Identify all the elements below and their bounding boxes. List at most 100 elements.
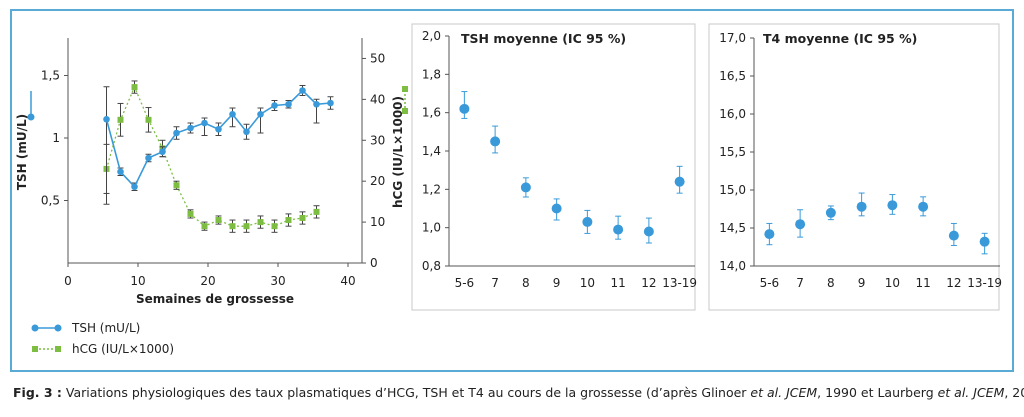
legend-item-tsh: TSH (mU/L)	[31, 321, 140, 335]
c3-point	[825, 207, 836, 218]
c1-xlabel: Semaines de grossesse	[136, 292, 294, 306]
c2-x-tick-label: 11	[610, 276, 625, 290]
chart-tsh-hcg-weeks: 0 10 20 30 40 0,5 1 1,5 0 10 20 30 40 50 Semaines de …	[15, 38, 408, 356]
c3-point	[948, 230, 959, 241]
tsh-point	[173, 129, 180, 137]
c1-yleft-tick-label: 1,5	[41, 69, 60, 83]
c3-point	[979, 236, 990, 247]
legend-label-hcg: hCG (IU/L×1000)	[72, 342, 174, 356]
c1-ylabel-right: hCG (IU/L×1000)	[391, 96, 405, 208]
tsh-point	[313, 100, 320, 108]
c2-point	[613, 224, 624, 235]
hcg-point	[215, 217, 222, 224]
c3-point	[764, 229, 775, 240]
c2-x-tick-label: 13-19	[662, 276, 697, 290]
c1-yright-tick-label: 50	[370, 51, 385, 65]
tsh-point	[215, 125, 222, 133]
hcg-point	[313, 208, 320, 215]
c1-yright-tick-label: 0	[370, 256, 378, 270]
c2-point	[459, 103, 470, 114]
c2-point	[490, 136, 501, 147]
c3-y-tick-label: 17,0	[719, 31, 746, 45]
c2-y-tick-label: 0,8	[422, 259, 441, 273]
hcg-point	[229, 223, 236, 230]
c1-yright-tick-label: 10	[370, 215, 385, 229]
c3-y-tick-label: 15,5	[719, 145, 746, 159]
c2-x-tick-label: 7	[491, 276, 499, 290]
tsh-point	[159, 148, 166, 156]
c3-title: T4 moyenne (IC 95 %)	[763, 31, 917, 46]
c2-point	[551, 203, 562, 214]
c2-y-tick-label: 1,2	[422, 182, 441, 196]
c2-x-tick-label: 9	[553, 276, 561, 290]
tsh-series-line	[105, 89, 331, 189]
c2-plot-border	[411, 23, 696, 311]
c1-ylabel-left: TSH (mU/L)	[15, 114, 29, 190]
tsh-point	[103, 115, 110, 123]
c2-point	[582, 216, 593, 227]
tsh-point	[299, 87, 306, 94]
caption-text-2: , 1990 et Laurberg	[817, 385, 938, 400]
tsh-point	[117, 168, 124, 176]
c2-x-tick-label: 12	[641, 276, 656, 290]
c2-point	[674, 176, 685, 187]
tsh-point	[145, 154, 152, 162]
tsh-point	[243, 128, 250, 136]
hcg-point	[299, 215, 306, 221]
hcg-point	[285, 217, 292, 224]
c3-x-tick-label: 7	[796, 276, 804, 290]
figure-caption: Fig. 3 : Variations physiologiques des t…	[13, 385, 1024, 400]
c1-legend: TSH (mU/L) hCG (IU/L×1000)	[31, 321, 174, 356]
c3-x-tick-label: 10	[885, 276, 900, 290]
c2-y-tick-label: 1,0	[422, 221, 441, 235]
tsh-point	[201, 119, 208, 127]
chart-t4-moyenne: T4 moyenne (IC 95 %) 14,0 14,5 15,0 15,5 16,…	[708, 23, 1002, 311]
c1-yleft-tick-label: 1	[52, 131, 60, 145]
c3-y-tick-label: 14,5	[719, 221, 746, 235]
c2-point	[520, 182, 531, 193]
c3-plot-border	[708, 23, 1000, 311]
c1-yright-tick-label: 30	[370, 133, 385, 147]
tsh-point	[131, 183, 138, 191]
hcg-point	[131, 84, 138, 91]
c2-x-tick-label: 10	[580, 276, 595, 290]
c2-y-tick-label: 1,4	[422, 144, 441, 158]
tsh-point	[257, 110, 264, 118]
legend-item-hcg: hCG (IU/L×1000)	[32, 342, 174, 356]
c1-yright-tick-label: 40	[370, 92, 385, 106]
c1-x-tick-label: 10	[130, 274, 145, 288]
c1-x-tick-label: 30	[270, 274, 285, 288]
hcg-series-line	[105, 85, 317, 227]
c1-x-tick-label: 0	[64, 274, 72, 288]
c2-x-tick-label: 5-6	[455, 276, 475, 290]
tsh-point	[187, 124, 194, 132]
c3-y-tick-label: 16,0	[719, 107, 746, 121]
chart-tsh-moyenne: TSH moyenne (IC 95 %) 0,8 1,0 1,2 1,4 1,6 1,8…	[411, 23, 697, 311]
c3-y-tick-label: 14,0	[719, 259, 746, 273]
figure-frame	[10, 9, 1014, 372]
c3-point	[856, 201, 867, 212]
c3-y-tick-label: 15,0	[719, 183, 746, 197]
caption-etal-2: et al. JCEM	[937, 385, 1005, 400]
tsh-point	[285, 100, 292, 108]
legend-label-tsh: TSH (mU/L)	[71, 321, 140, 335]
hcg-point	[187, 210, 194, 217]
hcg-point	[145, 116, 152, 123]
c1-x-tick-label: 40	[340, 274, 355, 288]
caption-text-1: Variations physiologiques des taux plasm…	[61, 385, 751, 400]
c3-x-tick-label: 8	[827, 276, 835, 290]
c1-ylabel-left-key	[27, 91, 35, 121]
c1-yright-tick-label: 20	[370, 174, 385, 188]
c3-y-tick-label: 16,5	[719, 69, 746, 83]
c1-yleft-tick-label: 0,5	[41, 194, 60, 208]
c2-point	[643, 226, 654, 237]
hcg-point	[257, 219, 264, 226]
c1-ylabel-right-key	[402, 86, 408, 114]
c1-x-tick-label: 20	[200, 274, 215, 288]
c2-y-tick-label: 1,6	[422, 106, 441, 120]
c3-x-tick-label: 12	[946, 276, 961, 290]
caption-label: Fig. 3 :	[13, 385, 62, 400]
tsh-point	[271, 102, 278, 109]
hcg-point	[243, 223, 250, 230]
